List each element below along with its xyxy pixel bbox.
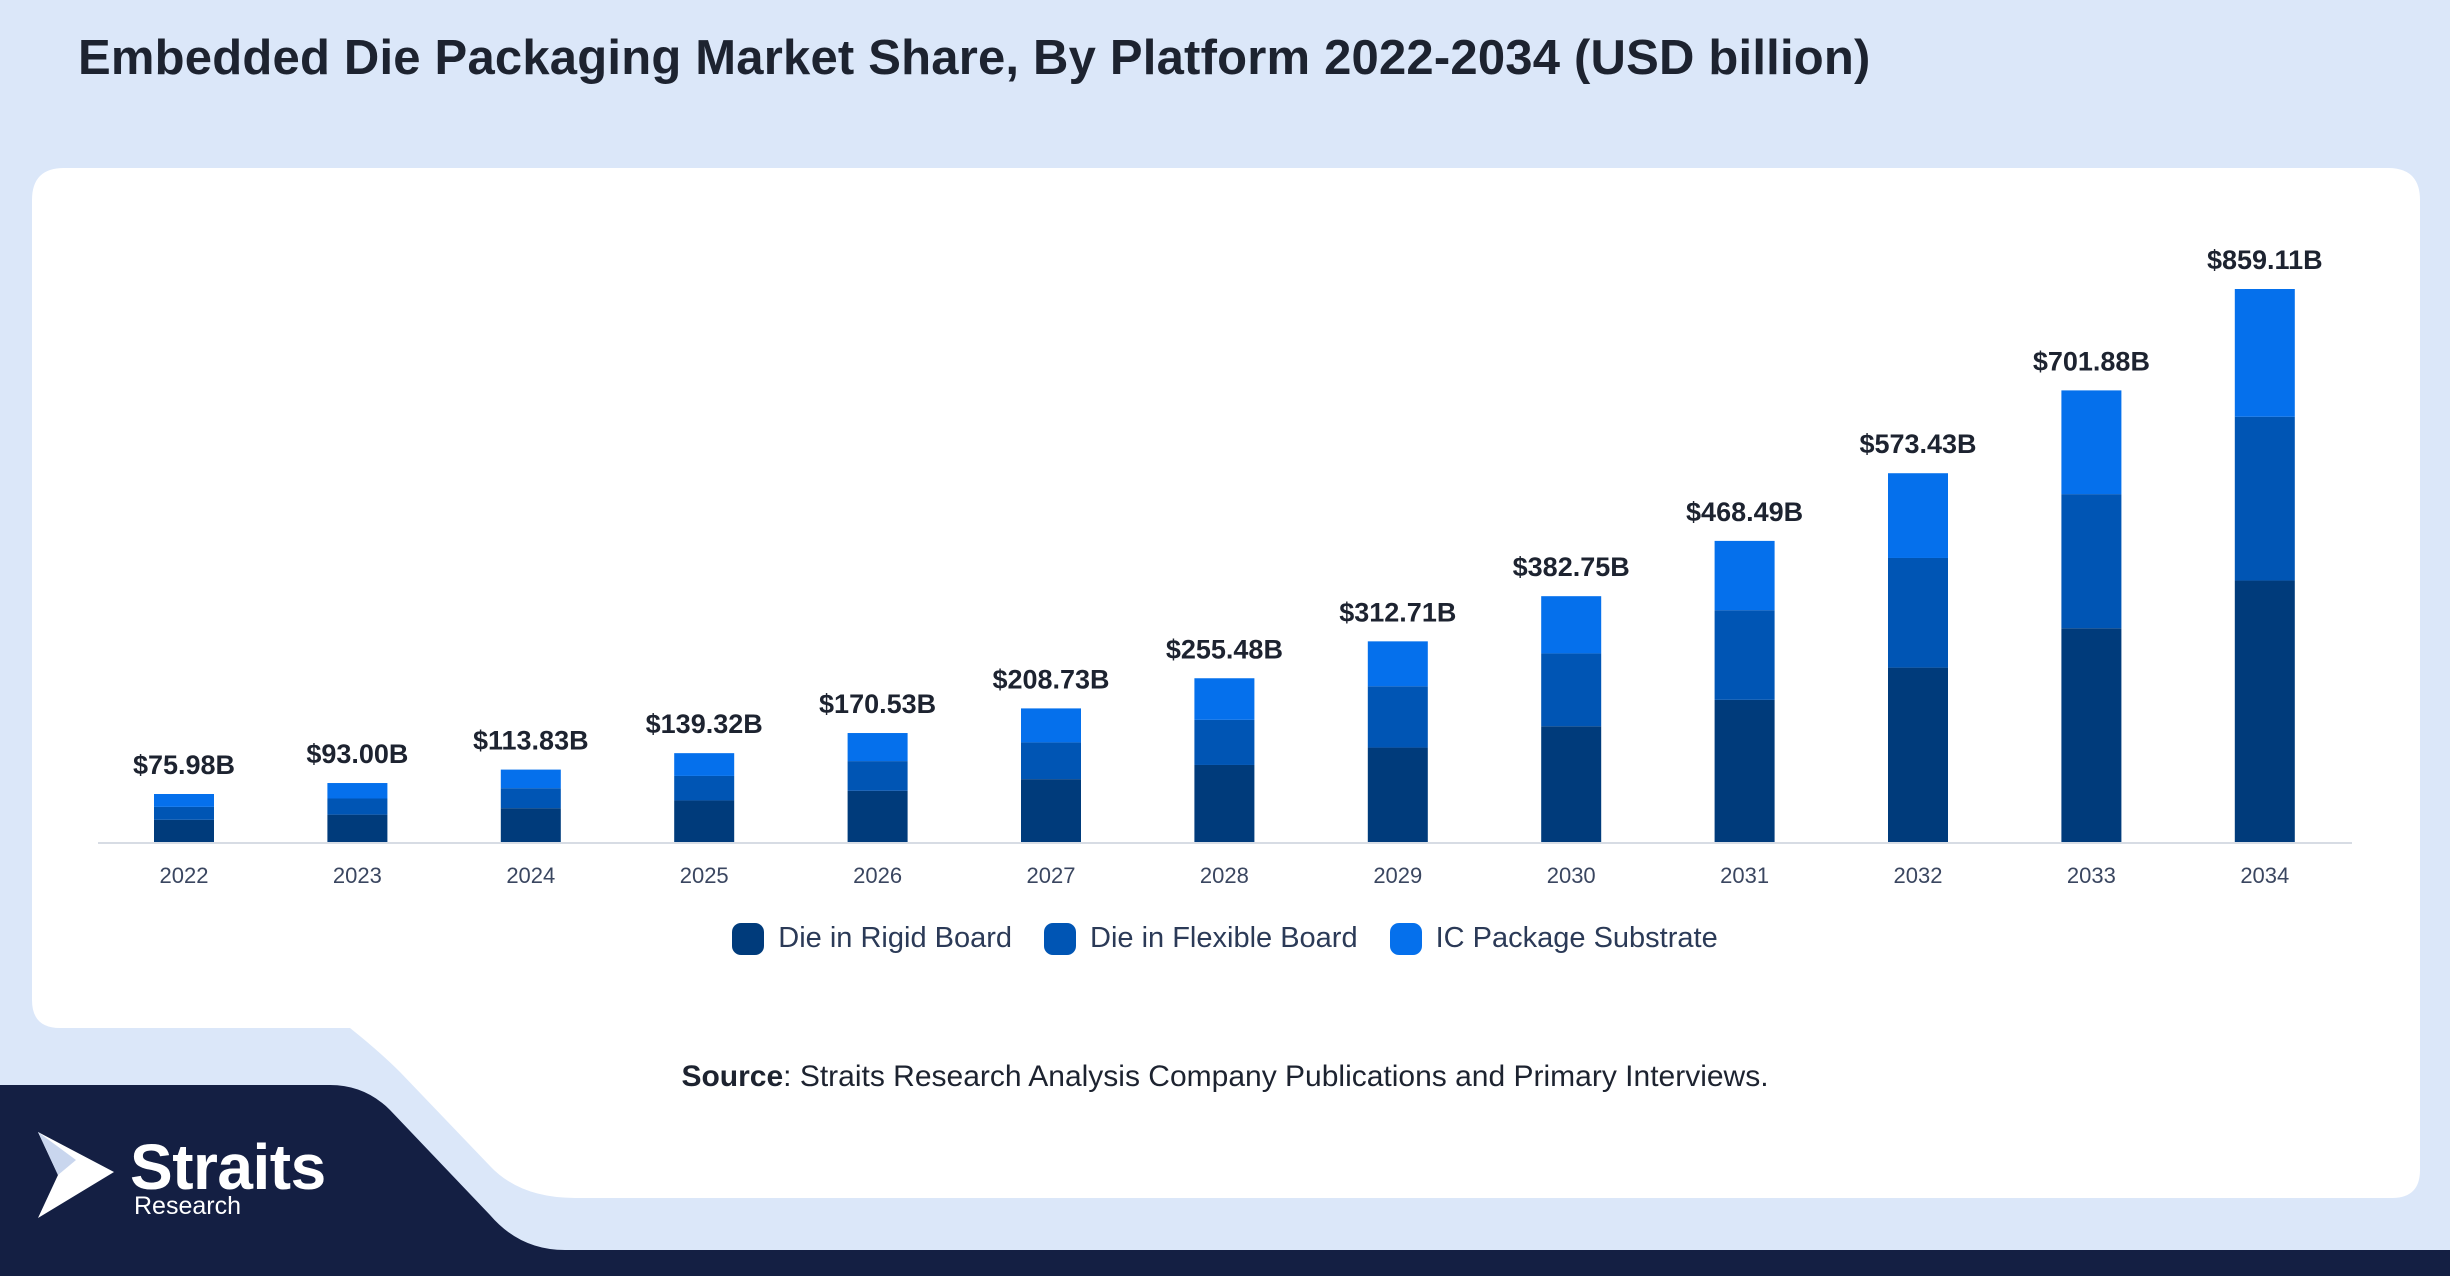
- bar-segment-2033-rigid[interactable]: [2061, 628, 2122, 843]
- x-tick-label: 2027: [1027, 863, 1076, 888]
- total-value-label: $859.11B: [2207, 245, 2323, 275]
- bar-segment-2029-substrate[interactable]: [1367, 641, 1428, 687]
- total-value-label: $170.53B: [819, 689, 936, 719]
- x-tick-label: 2024: [506, 863, 555, 888]
- logo-name: Straits: [130, 1131, 326, 1203]
- source-label: Source: [681, 1060, 784, 1093]
- bar-segment-2031-substrate[interactable]: [1714, 540, 1775, 611]
- bar-segment-2024-flexible[interactable]: [500, 788, 561, 809]
- bar-segment-2031-flexible[interactable]: [1714, 610, 1775, 700]
- total-value-label: $255.48B: [1166, 634, 1283, 664]
- bar-segment-2032-rigid[interactable]: [1888, 667, 1948, 843]
- bar-segment-2022-substrate[interactable]: [154, 794, 214, 807]
- legend-label-flexible: Die in Flexible Board: [1090, 922, 1358, 954]
- total-value-label: $139.32B: [646, 709, 763, 739]
- x-tick-label: 2025: [680, 863, 729, 888]
- x-tick-label: 2026: [853, 863, 902, 888]
- x-tick-label: 2022: [160, 863, 209, 888]
- legend-item-flexible[interactable]: Die in Flexible Board: [1044, 922, 1358, 955]
- total-value-label: $93.00B: [306, 739, 408, 769]
- bar-segment-2028-rigid[interactable]: [1194, 764, 1255, 843]
- bar-segment-2032-flexible[interactable]: [1888, 557, 1948, 668]
- bar-segment-2033-flexible[interactable]: [2061, 494, 2122, 629]
- bar-segment-2023-flexible[interactable]: [327, 798, 388, 815]
- bar-segment-2027-substrate[interactable]: [1021, 708, 1081, 743]
- total-value-label: $701.88B: [2033, 346, 2150, 376]
- x-tick-label: 2033: [2067, 863, 2116, 888]
- total-value-label: $382.75B: [1513, 552, 1630, 582]
- x-tick-label: 2032: [1894, 863, 1943, 888]
- bar-segment-2024-substrate[interactable]: [500, 769, 561, 789]
- bar-segment-2026-substrate[interactable]: [847, 733, 908, 762]
- legend-label-substrate: IC Package Substrate: [1435, 922, 1718, 954]
- x-tick-label: 2031: [1720, 863, 1769, 888]
- total-value-label: $312.71B: [1339, 597, 1456, 627]
- bar-segment-2034-flexible[interactable]: [2234, 416, 2295, 581]
- legend-item-rigid[interactable]: Die in Rigid Board: [732, 922, 1012, 955]
- x-tick-layer: 2022 2023 2024 2025 2026 2027 2028 2029 2030 2031…: [160, 863, 2290, 888]
- straits-logo[interactable]: Straits Research: [36, 1130, 350, 1220]
- bar-segment-2034-rigid[interactable]: [2234, 580, 2295, 843]
- bar-segment-2031-rigid[interactable]: [1714, 699, 1775, 843]
- bar-segment-2030-flexible[interactable]: [1541, 653, 1602, 727]
- x-tick-label: 2034: [2240, 863, 2289, 888]
- bars-layer: [154, 289, 2295, 843]
- bar-segment-2033-substrate[interactable]: [2061, 390, 2122, 495]
- bar-segment-2022-flexible[interactable]: [154, 806, 214, 820]
- x-tick-label: 2023: [333, 863, 382, 888]
- total-value-label: $113.83B: [473, 726, 589, 756]
- legend-item-substrate[interactable]: IC Package Substrate: [1389, 922, 1718, 955]
- bar-segment-2025-substrate[interactable]: [674, 753, 735, 776]
- total-value-label: $573.43B: [1859, 429, 1976, 459]
- x-tick-label: 2028: [1200, 863, 1249, 888]
- bar-segment-2028-substrate[interactable]: [1194, 678, 1255, 720]
- bar-segment-2022-rigid[interactable]: [154, 819, 214, 843]
- x-tick-label: 2029: [1373, 863, 1422, 888]
- total-label-layer: $75.98B $93.00B $113.83B $139.32B $170.53B $2…: [133, 245, 2323, 780]
- bar-segment-2030-substrate[interactable]: [1541, 596, 1602, 654]
- bar-segment-2027-rigid[interactable]: [1021, 779, 1081, 843]
- bar-segment-2025-flexible[interactable]: [674, 775, 735, 801]
- bar-segment-2023-rigid[interactable]: [327, 814, 388, 843]
- bar-segment-2034-substrate[interactable]: [2234, 289, 2295, 417]
- legend-label-rigid: Die in Rigid Board: [778, 922, 1013, 954]
- legend-swatch-rigid: [732, 922, 765, 955]
- bar-segment-2028-flexible[interactable]: [1194, 719, 1255, 765]
- bar-segment-2030-rigid[interactable]: [1541, 726, 1602, 843]
- bar-segment-2029-flexible[interactable]: [1367, 686, 1428, 748]
- legend: Die in Rigid Board Die in Flexible Board…: [0, 922, 2450, 955]
- source-text: : Straits Research Analysis Company Publ…: [783, 1060, 1769, 1093]
- bar-segment-2026-flexible[interactable]: [847, 761, 908, 791]
- x-tick-label: 2030: [1547, 863, 1596, 888]
- chart-title: Embedded Die Packaging Market Share, By …: [78, 31, 1871, 85]
- logo-text: Straits Research: [130, 1130, 350, 1220]
- legend-swatch-substrate: [1389, 922, 1422, 955]
- bar-segment-2023-substrate[interactable]: [327, 783, 388, 799]
- bar-segment-2025-rigid[interactable]: [674, 800, 735, 843]
- total-value-label: $208.73B: [992, 664, 1109, 694]
- logo-arrow-icon: [38, 1132, 114, 1218]
- legend-swatch-flexible: [1044, 922, 1077, 955]
- footer-band: [0, 1085, 2450, 1276]
- bar-segment-2026-rigid[interactable]: [847, 790, 908, 843]
- source-note: Source: Straits Research Analysis Compan…: [0, 1060, 2450, 1094]
- bar-segment-2032-substrate[interactable]: [1888, 473, 1948, 558]
- bar-segment-2027-flexible[interactable]: [1021, 742, 1081, 780]
- logo-sub: Research: [134, 1192, 241, 1220]
- total-value-label: $468.49B: [1686, 497, 1803, 527]
- total-value-label: $75.98B: [133, 750, 235, 780]
- bar-segment-2024-rigid[interactable]: [500, 808, 561, 843]
- bar-segment-2029-rigid[interactable]: [1367, 747, 1428, 843]
